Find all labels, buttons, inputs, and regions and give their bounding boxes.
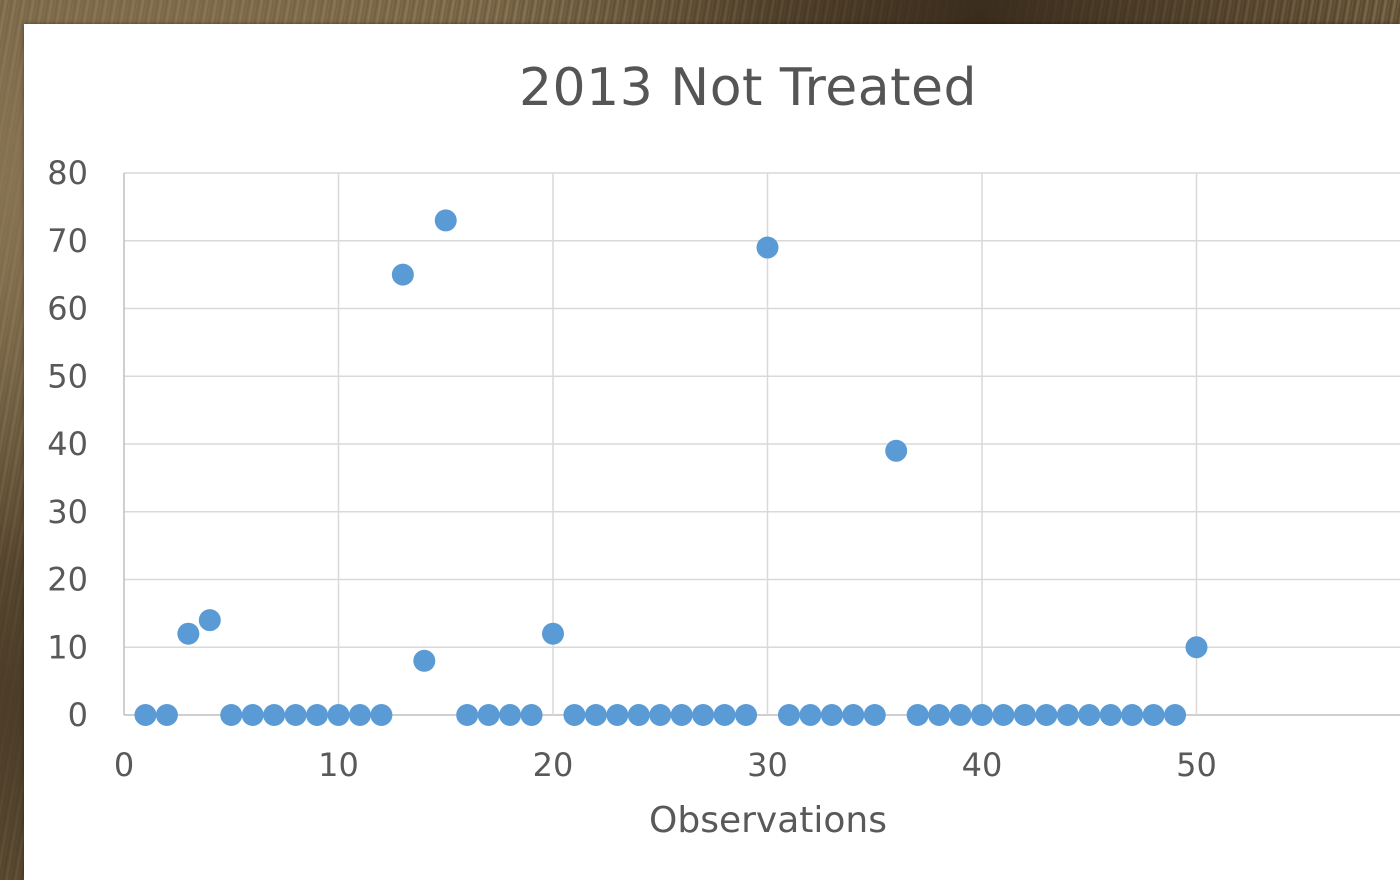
data-point	[370, 704, 393, 726]
data-point	[456, 704, 479, 726]
data-point	[306, 704, 329, 726]
tick-labels: 01020304050607080010203040506	[47, 154, 1217, 784]
data-point	[992, 704, 1015, 726]
data-point	[799, 704, 822, 726]
data-point	[670, 704, 693, 726]
data-point	[649, 704, 672, 726]
data-point	[863, 704, 886, 726]
data-point	[220, 704, 243, 726]
chart-title: 2013 Not Treated	[518, 58, 978, 118]
x-tick-label: 20	[533, 746, 574, 784]
data-point	[1142, 704, 1165, 726]
y-tick-label: 30	[47, 493, 88, 531]
data-point	[563, 704, 586, 726]
y-tick-label: 50	[47, 357, 88, 395]
data-point	[177, 622, 200, 645]
data-point	[820, 704, 843, 726]
data-point	[348, 704, 371, 726]
data-point	[413, 649, 436, 672]
y-tick-label: 20	[47, 561, 88, 599]
data-point	[434, 209, 457, 232]
data-point	[906, 704, 929, 726]
data-point	[284, 704, 307, 726]
data-point	[477, 704, 500, 726]
data-point	[327, 704, 350, 726]
data-point	[692, 704, 715, 726]
data-point	[971, 704, 993, 726]
data-point	[1121, 704, 1144, 726]
data-point	[1035, 704, 1058, 726]
chart-panel	[24, 24, 1400, 880]
data-point	[928, 704, 951, 726]
data-point	[756, 236, 779, 259]
y-tick-label: 70	[47, 222, 88, 260]
x-tick-label: 0	[114, 746, 134, 784]
data-points	[134, 209, 1208, 726]
x-axis-title: Observations	[649, 800, 887, 841]
data-point	[713, 704, 736, 726]
data-point	[949, 704, 972, 726]
data-point	[391, 263, 414, 286]
data-point	[1164, 704, 1187, 726]
x-tick-label: 10	[318, 746, 359, 784]
data-point	[198, 609, 221, 632]
data-point	[606, 704, 629, 726]
data-point	[885, 439, 908, 462]
data-point	[241, 704, 264, 726]
x-tick-label: 50	[1176, 746, 1217, 784]
data-point	[499, 704, 522, 726]
data-point	[134, 704, 157, 726]
data-point	[263, 704, 286, 726]
data-point	[155, 704, 178, 726]
data-point	[1013, 704, 1036, 726]
data-point	[627, 704, 650, 726]
data-point	[1078, 704, 1101, 726]
data-point	[777, 704, 800, 726]
x-tick-label: 40	[962, 746, 1003, 784]
data-point	[735, 704, 758, 726]
data-point	[542, 622, 564, 645]
data-point	[520, 704, 543, 726]
y-tick-label: 40	[47, 425, 88, 463]
y-tick-label: 0	[68, 696, 88, 734]
x-tick-label: 30	[747, 746, 788, 784]
data-point	[584, 704, 607, 726]
data-point	[1056, 704, 1079, 726]
data-point	[1099, 704, 1122, 726]
y-tick-label: 60	[47, 290, 88, 328]
y-tick-label: 10	[47, 628, 88, 666]
y-tick-label: 80	[47, 154, 88, 192]
data-point	[842, 704, 865, 726]
data-point	[1185, 636, 1208, 659]
